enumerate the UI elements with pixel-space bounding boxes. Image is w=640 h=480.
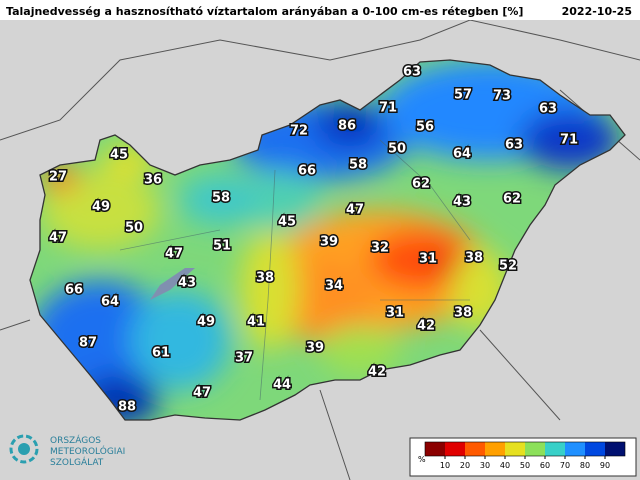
station-label: 71 [379,101,397,116]
station-label: 43 [453,195,471,210]
station-label: 47 [193,386,211,401]
station-label: 62 [503,192,521,207]
borders [0,19,640,480]
station-label: 50 [388,142,406,157]
colorbar-tick-label: 30 [480,461,490,470]
station-label: 47 [165,247,183,262]
station-label: 45 [278,215,296,230]
station-label: 49 [197,315,215,330]
colorbar-tick-label: 40 [500,461,510,470]
station-label: 87 [79,336,97,351]
colorbar-tick-label: 10 [440,461,450,470]
lake-balaton [150,268,195,300]
station-label: 31 [386,306,404,321]
station-label: 72 [290,124,308,139]
logo-text: ORSZÁGOS [50,434,101,446]
station-label: 36 [144,173,162,188]
station-label: 61 [152,346,170,361]
station-label: 49 [92,200,110,215]
colorbar-cell [585,442,605,456]
station-label: 52 [499,259,517,274]
colorbar-cell [445,442,465,456]
station-label: 44 [273,378,291,393]
station-label: 57 [454,88,472,103]
station-label: 31 [419,252,437,267]
colorbar-cell [505,442,525,456]
station-label: 58 [212,191,230,206]
colorbar-tick-label: 70 [560,461,570,470]
colorbar-cell [565,442,585,456]
colorbar-tick-label: 60 [540,461,550,470]
colorbar-cell [425,442,445,456]
legend-unit: % [418,455,426,464]
station-label: 38 [465,251,483,266]
date: 2022-10-25 [562,5,632,18]
station-label: 42 [417,319,435,334]
colorbar-tick-label: 80 [580,461,590,470]
colorbar-tick-label: 90 [600,461,610,470]
logo: ORSZÁGOS METEOROLÓGIAI SZOLGÁLAT [9,434,125,468]
colorbar-cell [605,442,625,456]
legend: % 10 20 30 40 50 60 70 80 90 [409,437,637,477]
colorbar-tick-label: 20 [460,461,470,470]
station-label: 66 [65,283,83,298]
station-label: 56 [416,120,434,135]
station-label: 38 [454,306,472,321]
station-label: 86 [338,119,356,134]
station-label: 34 [325,279,343,294]
header-bar [0,0,640,20]
station-label: 51 [213,239,231,254]
station-label: 64 [453,147,471,162]
station-label: 73 [493,89,511,104]
colorbar-cell [525,442,545,456]
logo-text: METEOROLÓGIAI [50,445,125,457]
station-label: 32 [371,241,389,256]
station-label: 66 [298,164,316,179]
station-label: 39 [320,235,338,250]
station-label: 71 [560,133,578,148]
station-label: 41 [247,315,265,330]
station-label: 39 [306,341,324,356]
station-label: 63 [403,65,421,80]
station-labels: 63 57 73 63 71 86 72 56 50 64 63 71 45 27 36 66 58 62 58 49… [47,63,579,416]
station-label: 58 [349,158,367,173]
colorbar-cell [465,442,485,456]
station-label: 27 [49,170,67,185]
station-label: 43 [178,276,196,291]
station-label: 47 [49,231,67,246]
station-label: 38 [256,271,274,286]
station-label: 62 [412,177,430,192]
colorbar-cell [545,442,565,456]
colorbar-cell [485,442,505,456]
station-label: 63 [539,102,557,117]
station-label: 63 [505,138,523,153]
station-label: 50 [125,221,143,236]
logo-text: SZOLGÁLAT [50,456,104,468]
station-label: 45 [110,148,128,163]
station-label: 64 [101,295,119,310]
station-label: 88 [118,400,136,415]
colorbar-tick-label: 50 [520,461,530,470]
station-label: 42 [368,365,386,380]
station-label: 47 [346,203,364,218]
title: Talajnedvesség a hasznosítható víztartal… [6,5,523,18]
station-label: 37 [235,351,253,366]
